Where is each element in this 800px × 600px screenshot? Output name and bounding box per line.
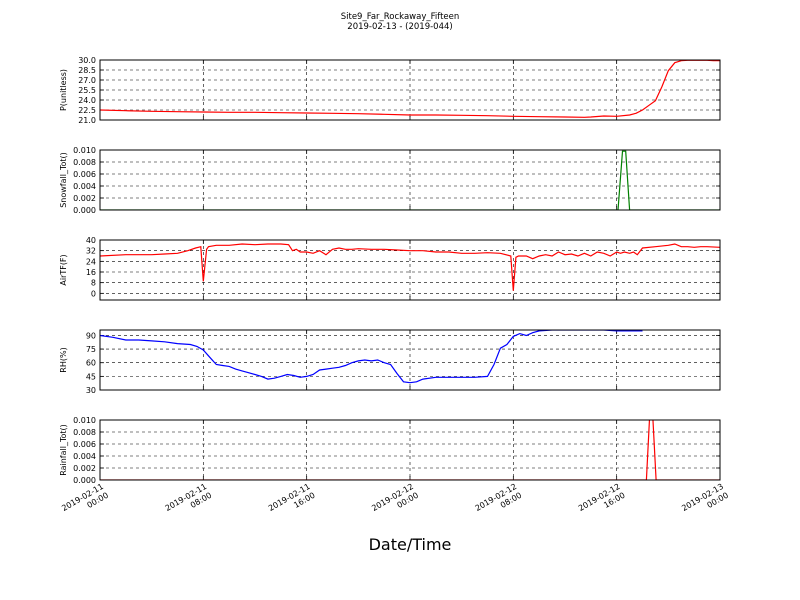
y-tick-label: 30 [86, 386, 96, 395]
x-tick-label: 2019-02-1100:00 [60, 482, 110, 522]
axes-frame [99, 329, 721, 391]
y-tick-label: 0.000 [73, 476, 96, 485]
series-line [100, 150, 720, 210]
chart-subtitle: 2019-02-13 - (2019-044) [347, 22, 452, 32]
x-tick-label: 2019-02-1300:00 [680, 482, 730, 522]
x-tick-label: 2019-02-1208:00 [474, 482, 524, 522]
subplots: 21.022.524.025.527.028.530.0 P(unitless) 0… [59, 56, 721, 485]
y-axis-label: AirTF(F) [59, 254, 68, 285]
y-tick-label: 24 [86, 257, 96, 266]
y-tick-label: 0.006 [73, 170, 96, 179]
y-tick-label: 0 [91, 289, 96, 298]
series-line [100, 60, 720, 118]
y-tick-label: 24.0 [78, 96, 96, 105]
y-tick-label: 27.0 [78, 76, 96, 85]
y-tick-label: 0.002 [73, 194, 96, 203]
series-line [100, 330, 643, 384]
y-tick-label: 0.002 [73, 464, 96, 473]
axes-frame [99, 419, 721, 481]
subplot-5: 0.000 0.002 0.004 0.006 0.008 0.010 Rainfall_T… [59, 416, 721, 485]
x-tick-label: 2019-02-1200:00 [370, 482, 420, 522]
y-axis-label: P(unitless) [59, 69, 68, 111]
y-tick-label: 8 [91, 279, 96, 288]
y-tick-label: 30.0 [78, 56, 96, 65]
axes-frame [99, 59, 721, 121]
y-tick-label: 0.006 [73, 440, 96, 449]
y-axis-label: RH(%) [59, 347, 68, 372]
y-tick-label: 60 [86, 359, 96, 368]
y-tick-label: 40 [86, 236, 96, 245]
y-tick-label: 21.0 [78, 116, 96, 125]
y-tick-label: 22.5 [78, 106, 96, 115]
y-tick-label: 90 [86, 331, 96, 340]
y-tick-label: 75 [86, 345, 96, 354]
y-tick-label: 0.000 [73, 206, 96, 215]
chart-title: Site9_Far_Rockaway_Fifteen [341, 12, 460, 22]
x-axis-label: Date/Time [369, 535, 452, 554]
y-tick-label: 16 [86, 268, 96, 277]
y-tick-label: 0.010 [73, 146, 96, 155]
subplot-2: 0.000 0.002 0.004 0.006 0.008 0.010 Snowfall_T… [59, 146, 721, 215]
y-tick-label: 28.5 [78, 66, 96, 75]
subplot-1: 21.022.524.025.527.028.530.0 P(unitless) [59, 56, 721, 125]
y-tick-label: 0.010 [73, 416, 96, 425]
y-tick-label: 32 [86, 247, 96, 256]
series-line [100, 243, 720, 291]
subplot-4: 30 45 60 75 90 RH(%) [59, 329, 721, 395]
y-axis-label: Rainfall_Tot() [59, 424, 68, 476]
axes-frame [99, 239, 721, 301]
y-tick-label: 25.5 [78, 86, 96, 95]
y-tick-label: 0.008 [73, 428, 96, 437]
x-tick-label: 2019-02-1108:00 [164, 482, 214, 522]
x-tick-label: 2019-02-1116:00 [267, 482, 317, 522]
y-tick-label: 45 [86, 372, 96, 381]
y-tick-label: 0.004 [73, 452, 96, 461]
y-tick-label: 0.008 [73, 158, 96, 167]
y-axis-label: Snowfall_Tot() [59, 152, 68, 208]
x-tick-label: 2019-02-1216:00 [577, 482, 627, 522]
x-tick-labels: 2019-02-1100:00 2019-02-1108:00 2019-02-11… [60, 482, 730, 522]
y-tick-label: 0.004 [73, 182, 96, 191]
axes-frame [99, 149, 721, 211]
